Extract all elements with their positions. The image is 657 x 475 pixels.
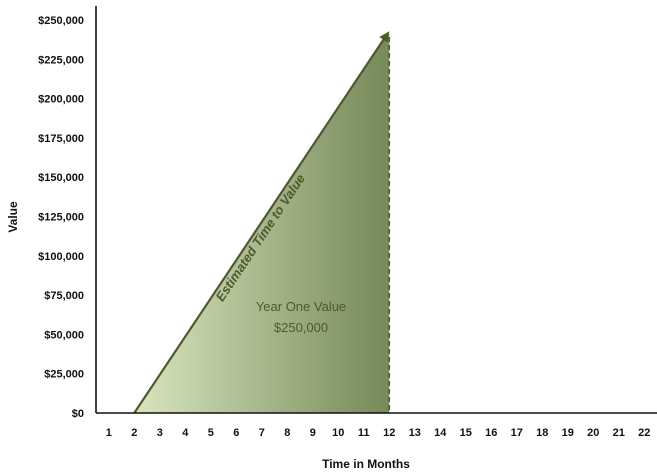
y-tick-label: $100,000 xyxy=(38,251,84,263)
x-tick-label: 1 xyxy=(106,427,112,439)
x-tick-label: 9 xyxy=(310,427,316,439)
y-tick-label: $0 xyxy=(72,408,84,420)
y-tick-label: $150,000 xyxy=(38,172,84,184)
x-tick-label: 12 xyxy=(383,427,395,439)
x-tick-label: 4 xyxy=(182,427,189,439)
x-tick-label: 7 xyxy=(259,427,265,439)
y-tick-label: $250,000 xyxy=(38,15,84,27)
x-tick-label: 13 xyxy=(409,427,421,439)
y-tick-label: $175,000 xyxy=(38,133,84,145)
x-tick-label: 10 xyxy=(332,427,344,439)
y-axis-ticks: $0 $25,000 $50,000 $75,000 $100,000 $125,000 $… xyxy=(38,15,84,420)
y-tick-label: $125,000 xyxy=(38,212,84,224)
x-tick-label: 21 xyxy=(613,427,625,439)
x-tick-label: 5 xyxy=(208,427,214,439)
x-tick-label: 3 xyxy=(157,427,163,439)
y-tick-label: $75,000 xyxy=(44,290,84,302)
x-tick-label: 16 xyxy=(485,427,497,439)
y-axis-title: Value xyxy=(6,201,20,233)
estimated-time-to-value-arrow xyxy=(133,31,389,414)
x-tick-label: 20 xyxy=(587,427,599,439)
x-tick-label: 17 xyxy=(511,427,523,439)
x-tick-label: 2 xyxy=(131,427,137,439)
plot-area xyxy=(133,31,391,414)
x-tick-label: 22 xyxy=(638,427,650,439)
area-label-amount: $250,000 xyxy=(274,320,328,335)
y-tick-label: $25,000 xyxy=(44,369,84,381)
x-tick-label: 15 xyxy=(460,427,472,439)
y-tick-label: $50,000 xyxy=(44,329,84,341)
area-label-year-one-value: Year One Value xyxy=(256,299,346,314)
y-tick-label: $225,000 xyxy=(38,54,84,66)
x-tick-label: 8 xyxy=(284,427,290,439)
x-tick-label: 19 xyxy=(562,427,574,439)
y-tick-label: $200,000 xyxy=(38,94,84,106)
x-tick-label: 14 xyxy=(434,427,447,439)
x-tick-label: 18 xyxy=(536,427,548,439)
x-tick-label: 11 xyxy=(358,427,370,439)
x-tick-label: 6 xyxy=(233,427,239,439)
x-axis-title: Time in Months xyxy=(322,457,410,471)
x-axis-ticks: 1 2 3 4 5 6 7 8 9 10 11 12 13 14 15 16 17 18 19 20 21 22 xyxy=(106,427,651,439)
